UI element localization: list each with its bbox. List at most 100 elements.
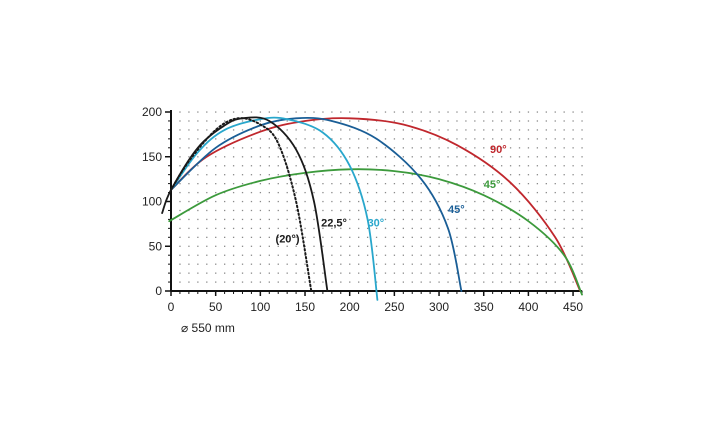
grid-dot — [500, 272, 503, 274]
grid-dot — [268, 281, 270, 283]
grid-dot — [500, 129, 503, 131]
grid-dot — [420, 227, 422, 230]
grid-dot — [197, 281, 199, 283]
grid-dot — [429, 281, 431, 283]
grid-dot — [474, 218, 476, 221]
grid-dot — [572, 174, 574, 176]
grid-dot — [527, 209, 530, 212]
grid-dot — [536, 120, 539, 122]
grid-dot — [295, 156, 297, 158]
grid-dot — [536, 174, 539, 176]
grid-dot — [402, 138, 405, 140]
grid-dot — [474, 236, 476, 238]
grid-dot — [224, 254, 226, 256]
grid-dot — [349, 191, 351, 194]
grid-dot — [509, 236, 512, 238]
grid-dot — [313, 120, 315, 122]
grid-dot — [429, 174, 431, 176]
grid-dot — [402, 227, 405, 230]
grid-dot — [527, 165, 530, 167]
grid-dot — [572, 200, 574, 203]
grid-dot — [349, 200, 351, 203]
grid-dot — [188, 245, 190, 247]
grid-dot — [375, 263, 378, 265]
grid-dot — [259, 218, 262, 221]
grid-dot — [179, 245, 181, 247]
grid-dot — [554, 183, 556, 185]
grid-dot — [581, 191, 583, 194]
grid-dot — [224, 218, 226, 221]
grid-dot — [375, 245, 378, 247]
grid-dot — [447, 174, 449, 176]
grid-dot — [518, 245, 521, 247]
y-tick-label: 150 — [142, 150, 162, 164]
grid-dot — [215, 183, 217, 185]
grid-dot — [563, 245, 565, 247]
grid-dot — [465, 147, 467, 149]
grid-dot — [438, 120, 440, 122]
grid-dot — [456, 147, 458, 149]
grid-dot — [250, 200, 253, 203]
grid-dot — [197, 263, 199, 265]
grid-dot — [358, 191, 360, 194]
grid-dot — [554, 254, 556, 256]
grid-dot — [295, 111, 297, 113]
grid-dot — [465, 218, 467, 221]
grid-dot — [474, 156, 476, 158]
grid-dot — [509, 120, 512, 122]
grid-dot — [366, 191, 369, 194]
grid-dot — [429, 236, 431, 238]
grid-dot — [304, 191, 306, 194]
grid-dot — [474, 174, 476, 176]
grid-dot — [474, 254, 476, 256]
grid-dot — [447, 272, 449, 274]
grid-dot — [295, 227, 297, 230]
grid-dot — [384, 236, 387, 238]
grid-dot — [331, 183, 333, 185]
grid-dot — [188, 191, 190, 194]
grid-dot — [259, 156, 262, 158]
grid-dot — [465, 111, 467, 113]
grid-dot — [197, 227, 199, 230]
x-tick-label: 50 — [209, 300, 223, 314]
grid-dot — [179, 129, 181, 131]
grid-dot — [429, 120, 431, 122]
grid-dot — [250, 254, 253, 256]
grid-dot — [420, 120, 422, 122]
grid-dot — [456, 272, 458, 274]
grid-dot — [188, 272, 190, 274]
grid-dot — [250, 263, 253, 265]
grid-dot — [179, 209, 181, 212]
grid-dot — [197, 165, 199, 167]
grid-dot — [500, 147, 503, 149]
grid-dot — [286, 147, 288, 149]
grid-dot — [358, 165, 360, 167]
grid-dot — [313, 281, 315, 283]
grid-dot — [527, 245, 530, 247]
grid-dot — [438, 254, 440, 256]
grid-dot — [509, 281, 512, 283]
grid-dot — [429, 138, 431, 140]
grid-dot — [366, 254, 369, 256]
grid-dot — [554, 227, 556, 230]
grid-dot — [545, 209, 547, 212]
grid-dot — [384, 200, 387, 203]
grid-dot — [527, 254, 530, 256]
grid-dot — [438, 236, 440, 238]
grid-dot — [250, 147, 253, 149]
grid-dot — [268, 200, 270, 203]
grid-dot — [465, 138, 467, 140]
grid-dot — [465, 174, 467, 176]
grid-dot — [384, 183, 387, 185]
grid-dot — [572, 245, 574, 247]
grid-dot — [358, 263, 360, 265]
grid-dot — [483, 183, 485, 185]
grid-dot — [224, 120, 226, 122]
grid-dot — [259, 111, 262, 113]
grid-dot — [331, 227, 333, 230]
grid-dot — [322, 174, 324, 176]
grid-dot — [474, 147, 476, 149]
grid-dot — [232, 200, 235, 203]
grid-dot — [465, 254, 467, 256]
